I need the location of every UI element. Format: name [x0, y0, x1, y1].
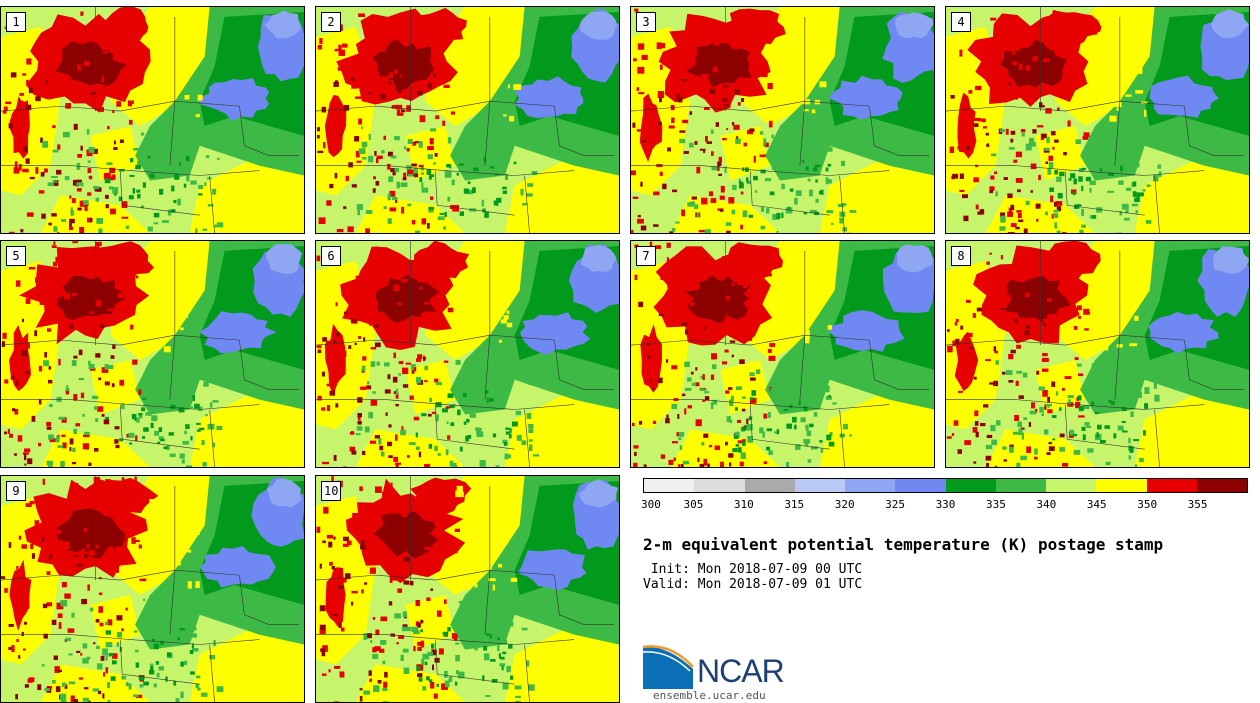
member-label: 3	[636, 12, 656, 32]
map-plot	[316, 476, 619, 702]
valid-time: Valid: Mon 2018-07-09 01 UTC	[643, 577, 863, 592]
colorbar-tick-label: 350	[1137, 498, 1158, 511]
map-plot	[946, 7, 1249, 233]
member-label: 4	[951, 12, 971, 32]
member-label: 6	[321, 246, 341, 266]
member-panel-5: 5	[0, 240, 305, 468]
member-panel-1: 1	[0, 6, 305, 234]
map-plot	[1, 241, 304, 467]
colorbar-tick-label: 330	[935, 498, 956, 511]
colorbar-tick-label: 325	[885, 498, 906, 511]
member-label: 9	[6, 481, 26, 501]
colorbar-tick-label: 340	[1036, 498, 1057, 511]
logo-url: ensemble.ucar.edu	[653, 689, 766, 702]
member-label: 10	[321, 481, 342, 501]
colorbar-swatch	[895, 479, 946, 492]
member-label: 2	[321, 12, 341, 32]
logo-name: NCAR	[697, 653, 785, 689]
map-plot	[631, 241, 934, 467]
member-panel-2: 2	[315, 6, 620, 234]
member-label: 7	[636, 246, 656, 266]
colorbar-swatch	[1046, 479, 1097, 492]
colorbar-tick-label: 320	[834, 498, 855, 511]
colorbar-swatch	[744, 479, 795, 492]
colorbar-tick-label: 335	[985, 498, 1006, 511]
colorbar-swatch	[845, 479, 896, 492]
colorbar-tick-label: 300	[641, 498, 661, 511]
colorbar-tick-label: 355	[1187, 498, 1208, 511]
member-label: 1	[6, 12, 26, 32]
colorbar-ticks: 300 305 310 315 320 325 330 335 340 345 350 355	[641, 498, 1248, 512]
colorbar-swatch	[1146, 479, 1197, 492]
colorbar-swatch	[945, 479, 996, 492]
colorbar-tick-label: 345	[1086, 498, 1107, 511]
colorbar-swatch	[1196, 479, 1247, 492]
member-panel-10: 10	[315, 475, 620, 703]
member-label: 5	[6, 246, 26, 266]
colorbar-tick-label: 315	[784, 498, 805, 511]
colorbar-swatch	[995, 479, 1046, 492]
map-plot	[316, 7, 619, 233]
map-plot	[631, 7, 934, 233]
colorbar-swatch	[644, 479, 695, 492]
member-panel-3: 3	[630, 6, 935, 234]
map-plot	[946, 241, 1249, 467]
map-plot	[316, 241, 619, 467]
colorbar-tick-label: 310	[733, 498, 754, 511]
colorbar-swatch	[1096, 479, 1147, 492]
member-panel-9: 9	[0, 475, 305, 703]
member-label: 8	[951, 246, 971, 266]
init-time: Init: Mon 2018-07-09 00 UTC	[643, 562, 863, 577]
colorbar-tick-label: 305	[683, 498, 704, 511]
colorbar	[643, 478, 1248, 493]
member-panel-8: 8	[945, 240, 1250, 468]
colorbar-swatch	[694, 479, 745, 492]
colorbar-swatch	[794, 479, 845, 492]
plot-title: 2-m equivalent potential temperature (K)…	[643, 535, 1164, 554]
member-panel-7: 7	[630, 240, 935, 468]
map-plot	[1, 476, 304, 702]
ncar-logo-icon	[643, 645, 694, 689]
member-panel-6: 6	[315, 240, 620, 468]
map-plot	[1, 7, 304, 233]
member-panel-4: 4	[945, 6, 1250, 234]
